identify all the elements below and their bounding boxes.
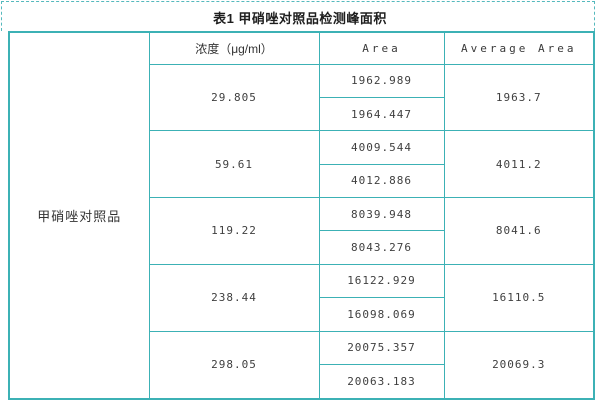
table-header-row: 甲硝唑对照品 浓度（μg/ml） Area Average Area [8,31,595,400]
area-cell: 20075.357 [318,330,445,365]
concentration-cell: 238.44 [148,263,320,332]
area-cell: 16122.929 [318,263,445,299]
row-label-cell: 甲硝唑对照品 [8,31,150,400]
area-cell: 4009.544 [318,130,445,165]
table-row: 1964.447 [9,96,594,132]
area-cell: 4012.886 [318,163,445,199]
table-row: 238.44 16122.929 16110.5 [9,263,595,332]
header-area: Area [318,31,445,65]
area-cell: 1962.989 [318,63,445,98]
average-area-cell: 16110.5 [443,263,595,332]
table-row: 4012.886 [9,163,594,199]
average-area-cell: 8041.6 [443,197,595,265]
average-area-cell: 4011.2 [443,130,595,198]
area-cell: 16098.069 [318,297,445,332]
concentration-cell: 29.805 [148,63,320,132]
area-cell: 1964.447 [318,96,445,132]
table-row: 20063.183 [9,363,594,400]
area-cell: 8039.948 [318,196,445,232]
table-row: 119.22 8039.948 8041.6 [9,196,595,265]
header-concentration: 浓度（μg/ml） [148,31,320,65]
average-area-cell: 20069.3 [443,330,595,400]
concentration-cell: 59.61 [148,130,320,198]
area-cell: 8043.276 [318,230,445,265]
table-title: 表1 甲硝唑对照品检测峰面积 [213,11,387,26]
average-area-cell: 1963.7 [443,63,595,132]
area-cell: 20063.183 [318,363,445,400]
concentration-cell: 298.05 [148,330,320,400]
peak-area-table: 甲硝唑对照品 浓度（μg/ml） Area Average Area 29.80… [8,31,595,400]
concentration-cell: 119.22 [148,197,320,265]
table-row: 8043.276 [9,230,594,265]
table-row: 298.05 20075.357 20069.3 [9,330,595,400]
header-average-area: Average Area [443,31,595,65]
